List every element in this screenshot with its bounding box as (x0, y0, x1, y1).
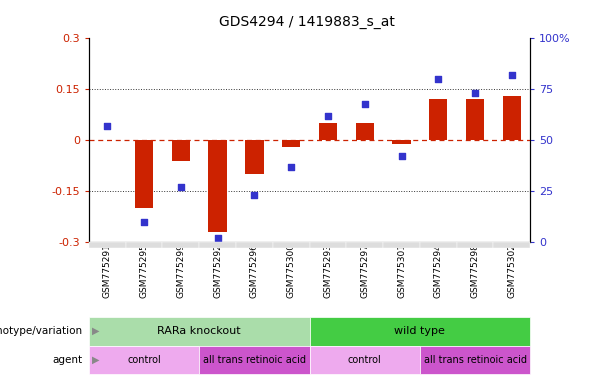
Point (139, 218, 149, 225)
Point (507, 72, 517, 78)
Text: ▶: ▶ (92, 355, 99, 365)
Bar (208, 140, 227, 232)
Bar (429, 99, 447, 140)
Point (286, 164, 296, 170)
Text: control: control (127, 355, 161, 365)
Bar (356, 123, 374, 140)
Bar (319, 123, 337, 140)
Bar (392, 140, 411, 144)
Point (102, 123, 112, 129)
Point (323, 113, 333, 119)
Text: GDS4294 / 1419883_s_at: GDS4294 / 1419883_s_at (219, 15, 394, 29)
Text: all trans retinoic acid: all trans retinoic acid (203, 355, 306, 365)
Bar (172, 140, 190, 161)
Text: all trans retinoic acid: all trans retinoic acid (424, 355, 527, 365)
Point (213, 235, 223, 241)
Text: RARa knockout: RARa knockout (158, 326, 241, 336)
Text: agent: agent (53, 355, 83, 365)
Text: ▶: ▶ (92, 326, 99, 336)
Point (433, 76, 443, 82)
Point (249, 192, 259, 198)
Bar (503, 96, 521, 140)
Bar (282, 140, 300, 147)
Bar (466, 99, 484, 140)
Text: wild type: wild type (395, 326, 445, 336)
Point (360, 101, 370, 107)
Bar (135, 140, 153, 208)
Text: genotype/variation: genotype/variation (0, 326, 83, 336)
Bar (245, 140, 264, 174)
Point (176, 184, 186, 190)
Point (470, 90, 480, 96)
Point (397, 153, 406, 159)
Text: control: control (348, 355, 382, 365)
